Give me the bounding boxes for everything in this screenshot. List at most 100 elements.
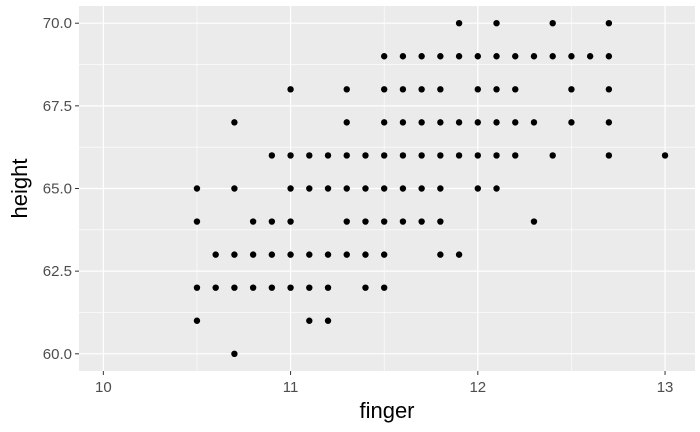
data-point	[437, 53, 444, 60]
data-point	[324, 317, 332, 324]
data-point	[324, 284, 332, 291]
data-point	[343, 119, 350, 126]
x-tick-label: 12	[469, 379, 486, 396]
data-point	[324, 152, 332, 159]
data-point	[418, 53, 425, 60]
data-point	[287, 251, 294, 258]
data-point	[399, 53, 407, 60]
data-point	[586, 53, 594, 60]
data-point	[418, 218, 425, 225]
data-point	[605, 19, 613, 27]
data-point	[568, 53, 575, 60]
data-point	[549, 152, 556, 159]
data-point	[193, 185, 201, 192]
data-point	[324, 251, 332, 258]
data-point	[568, 86, 575, 93]
x-tick-label: 13	[657, 379, 674, 396]
y-tick-label: 65.0	[43, 181, 72, 198]
x-axis-title: finger	[359, 398, 414, 423]
data-point	[287, 284, 294, 291]
data-point	[437, 152, 444, 159]
data-point	[455, 119, 463, 126]
data-point	[399, 119, 407, 126]
data-point	[380, 185, 388, 192]
data-point	[268, 284, 276, 291]
x-axis: 10 11 12 13	[95, 371, 673, 396]
data-point	[530, 218, 538, 225]
data-point	[418, 185, 425, 192]
data-point	[512, 119, 519, 126]
data-point	[343, 152, 350, 159]
y-tick-label: 70.0	[43, 15, 72, 32]
data-point	[493, 152, 500, 159]
data-point	[231, 251, 238, 258]
y-tick-label: 67.5	[43, 98, 72, 115]
data-point	[362, 152, 369, 159]
data-point	[380, 86, 388, 93]
data-point	[418, 86, 425, 93]
data-point	[605, 53, 613, 60]
data-point	[437, 218, 444, 225]
data-point	[474, 185, 482, 192]
x-tick-label: 11	[283, 379, 299, 396]
data-point	[661, 152, 669, 159]
data-point	[493, 86, 500, 93]
data-point	[493, 19, 500, 27]
data-point	[287, 86, 294, 93]
data-point	[530, 53, 538, 60]
data-point	[249, 218, 257, 225]
y-axis: 60.0 62.5 65.0 67.5 70.0	[43, 15, 79, 363]
data-point	[399, 86, 407, 93]
data-point	[212, 251, 219, 258]
data-point	[605, 152, 613, 159]
data-point	[231, 350, 238, 358]
data-point	[362, 284, 369, 291]
data-point	[455, 19, 463, 27]
data-point	[193, 317, 201, 324]
data-point	[231, 284, 238, 291]
data-points	[193, 19, 669, 358]
data-point	[380, 251, 388, 258]
data-point	[268, 251, 276, 258]
data-point	[287, 152, 294, 159]
data-point	[306, 152, 313, 159]
data-point	[437, 119, 444, 126]
data-point	[231, 119, 238, 126]
data-point	[380, 218, 388, 225]
data-point	[474, 152, 482, 159]
data-point	[306, 251, 313, 258]
data-point	[343, 218, 350, 225]
y-axis-title: height	[7, 159, 32, 219]
data-point	[268, 152, 276, 159]
data-point	[343, 86, 350, 93]
data-point	[493, 53, 500, 60]
data-point	[249, 251, 257, 258]
data-point	[512, 152, 519, 159]
data-point	[380, 119, 388, 126]
data-point	[493, 119, 500, 126]
data-point	[287, 218, 294, 225]
data-point	[455, 53, 463, 60]
data-point	[549, 19, 556, 27]
data-point	[212, 284, 219, 291]
data-point	[362, 218, 369, 225]
data-point	[380, 53, 388, 60]
data-point	[493, 185, 500, 192]
data-point	[362, 185, 369, 192]
data-point	[249, 284, 257, 291]
data-point	[399, 185, 407, 192]
data-point	[455, 251, 463, 258]
data-point	[343, 185, 350, 192]
data-point	[193, 218, 201, 225]
data-point	[193, 284, 201, 291]
data-point	[568, 119, 575, 126]
data-point	[324, 185, 332, 192]
x-tick-label: 10	[95, 379, 112, 396]
data-point	[437, 86, 444, 93]
data-point	[437, 185, 444, 192]
data-point	[306, 284, 313, 291]
data-point	[418, 119, 425, 126]
data-point	[512, 53, 519, 60]
data-point	[287, 185, 294, 192]
